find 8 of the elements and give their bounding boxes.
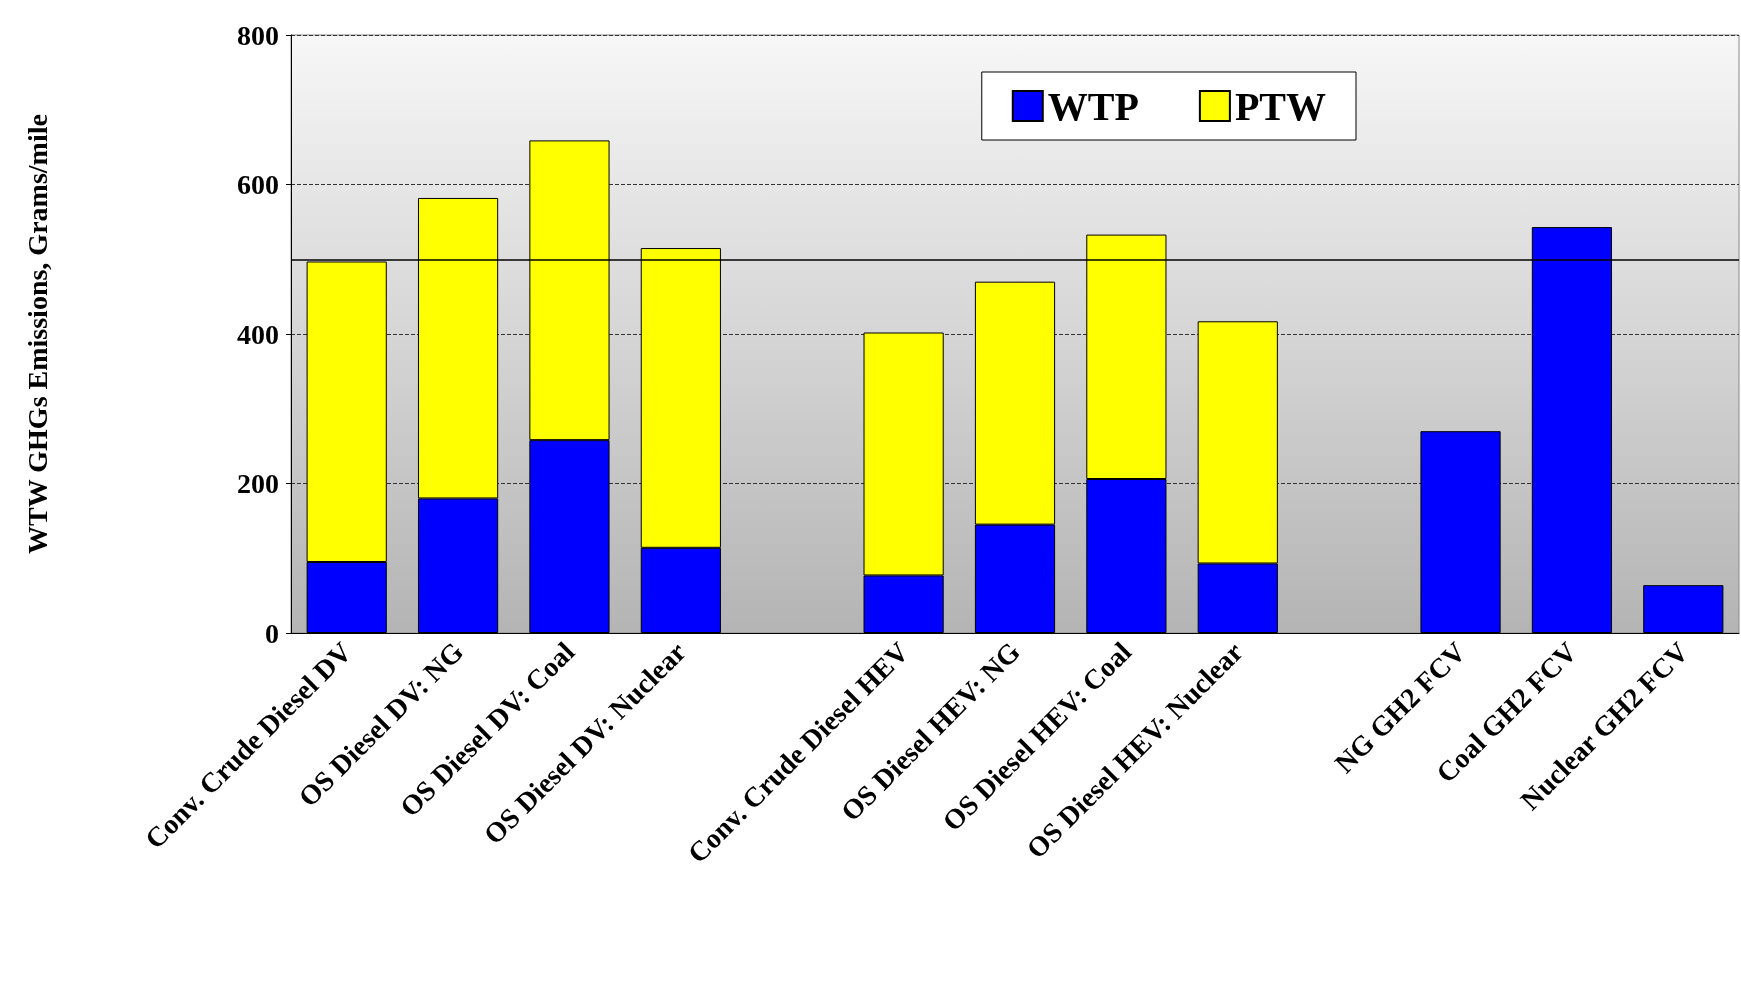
y-tick-label: 600 — [237, 169, 279, 200]
y-tick-label: 0 — [265, 617, 279, 649]
y-tick-label: 400 — [237, 318, 279, 350]
legend-label: WTP — [1047, 83, 1139, 129]
y-axis-title: WTW GHGs Emissions, Grams/mile — [21, 114, 53, 554]
y-tick-label: 200 — [237, 468, 279, 499]
legend-label: PTW — [1234, 83, 1327, 129]
y-tick-label: 800 — [237, 19, 279, 51]
